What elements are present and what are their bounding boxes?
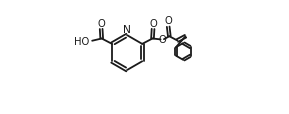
Text: O: O bbox=[159, 35, 166, 45]
Text: HO: HO bbox=[75, 36, 90, 46]
Text: O: O bbox=[149, 18, 157, 28]
Text: O: O bbox=[164, 16, 172, 26]
Text: O: O bbox=[97, 18, 105, 28]
Text: N: N bbox=[123, 25, 131, 35]
